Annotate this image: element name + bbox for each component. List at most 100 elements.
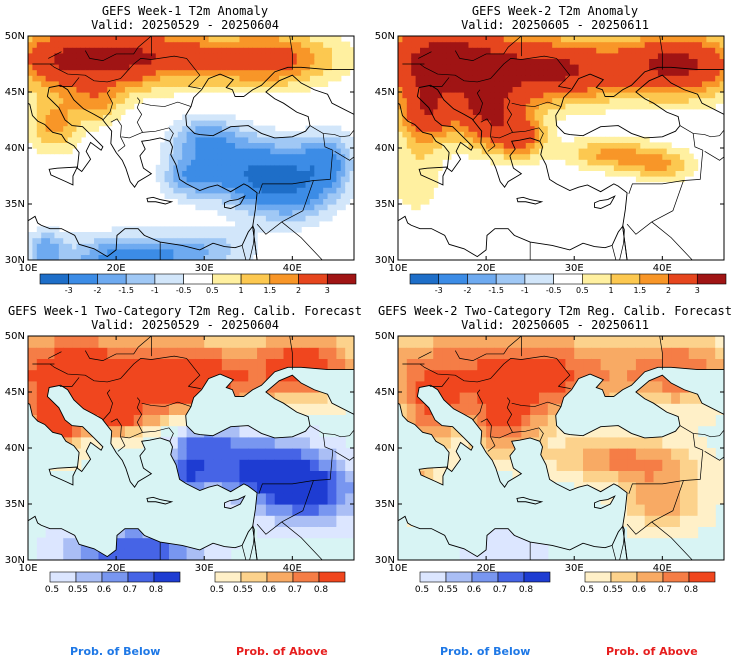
panel-week1-probability: GEFS Week-1 Two-Category T2m Reg. Calib.…	[0, 300, 370, 600]
country-border	[472, 389, 483, 421]
country-border	[659, 336, 663, 370]
coastline	[516, 196, 544, 205]
colorbar-tick-label: 0.7	[658, 585, 672, 595]
colorbar-tick-label: 0.55	[603, 585, 623, 595]
colorbar-swatch	[153, 571, 181, 583]
coastline	[28, 515, 258, 560]
colorbar-swatch	[214, 571, 242, 583]
country-border	[491, 431, 513, 439]
colorbar-swatch	[668, 273, 698, 285]
country-border	[102, 89, 113, 121]
country-border	[121, 431, 143, 439]
colorbar-tick-label: 0.5	[576, 286, 589, 295]
country-border	[59, 77, 80, 87]
colorbar-tick-label: 0.7	[493, 585, 507, 595]
coastline	[28, 36, 354, 260]
country-border	[110, 418, 126, 452]
colorbar-swatch	[183, 273, 213, 285]
anomaly-colorbar-week2: -3 -2 -1.5 -1 -0.5 0.5 1 1.5 2 3	[409, 273, 727, 295]
colorbar-swatch	[419, 571, 447, 583]
country-border	[249, 525, 255, 560]
country-border	[289, 36, 293, 70]
colorbar-swatch	[495, 273, 526, 285]
prob-below-caption: Prob. of Below	[440, 645, 531, 658]
lon-label: 30E	[195, 563, 214, 574]
lon-label: 40E	[653, 563, 672, 574]
colorbar-tick-label: 0.5	[206, 286, 219, 295]
colorbar-tick-label: 0.5	[580, 585, 594, 595]
colorbar-swatch	[318, 571, 346, 583]
lon-label: 30E	[195, 263, 214, 274]
colorbar-tick-label: 0.8	[314, 585, 329, 595]
lon-label: 30E	[565, 563, 584, 574]
country-border	[136, 97, 174, 142]
colorbar-swatch	[639, 273, 669, 285]
country-border	[141, 401, 192, 407]
country-border	[141, 101, 192, 107]
panel-valid-dates: Valid: 20250605 - 20250611	[461, 318, 649, 332]
lat-label: 40N	[375, 143, 395, 154]
coastline	[28, 215, 258, 260]
country-border	[110, 118, 126, 152]
colorbar-tick-label: 0.7	[123, 585, 137, 595]
country-border	[281, 521, 323, 560]
colorbar-tick-label: -0.5	[176, 286, 192, 295]
country-border	[334, 151, 354, 161]
country-border	[511, 401, 562, 407]
panel-valid-dates: Valid: 20250605 - 20250611	[461, 18, 649, 32]
coastline	[594, 195, 616, 209]
colorbar-swatch	[523, 571, 551, 583]
colorbar-swatch	[154, 273, 184, 285]
country-border	[429, 77, 450, 87]
colorbar-swatch	[553, 273, 583, 285]
country-border	[651, 221, 693, 260]
lat-label: 45N	[375, 87, 395, 98]
colorbar-swatch	[292, 571, 320, 583]
lon-label: 10E	[18, 263, 37, 274]
colorbar-tick-label: 0.5	[415, 585, 429, 595]
colorbar-tick-label: -1.5	[118, 286, 134, 295]
country-border	[102, 389, 113, 421]
lon-label: 10E	[18, 563, 37, 574]
coastline	[398, 336, 724, 560]
colorbar-swatch	[266, 571, 294, 583]
lat-label: 45N	[5, 87, 25, 98]
coastline	[146, 496, 174, 505]
country-border	[188, 86, 201, 89]
colorbar-swatch	[39, 273, 70, 285]
country-border	[48, 51, 62, 59]
country-border	[480, 118, 496, 152]
lat-label: 40N	[375, 443, 395, 454]
lat-label: 30N	[5, 555, 25, 566]
colorbar-tick-label: 1	[239, 286, 244, 295]
country-border	[419, 355, 571, 387]
lat-label: 45N	[375, 387, 395, 398]
colorbar-swatch	[610, 273, 641, 285]
coastline	[398, 36, 724, 260]
colorbar-tick-label: -3	[65, 286, 73, 295]
country-border	[418, 351, 432, 359]
colorbar-swatch	[636, 571, 664, 583]
country-border	[704, 451, 724, 461]
colorbar-swatch	[125, 273, 156, 285]
colorbar-tick-label: -2	[463, 286, 471, 295]
colorbar-tick-label: 1	[609, 286, 614, 295]
colorbar-swatch	[584, 571, 612, 583]
colorbar-tick-label: 0.55	[68, 585, 88, 595]
lon-label: 20E	[107, 563, 126, 574]
country-border	[121, 131, 143, 139]
prob-above-caption: Prob. of Above	[236, 645, 328, 658]
panel-title: GEFS Week-1 Two-Category T2m Reg. Calib.…	[7, 304, 362, 318]
country-border	[429, 377, 450, 387]
lon-label: 10E	[388, 563, 407, 574]
lat-label: 50N	[5, 31, 25, 42]
country-border	[84, 336, 152, 362]
panel-week2-anomaly: GEFS Week-2 T2m Anomaly Valid: 20250605 …	[370, 0, 740, 300]
lat-label: 30N	[5, 255, 25, 266]
lon-label: 20E	[107, 263, 126, 274]
country-border	[679, 125, 724, 138]
country-border	[472, 89, 483, 121]
